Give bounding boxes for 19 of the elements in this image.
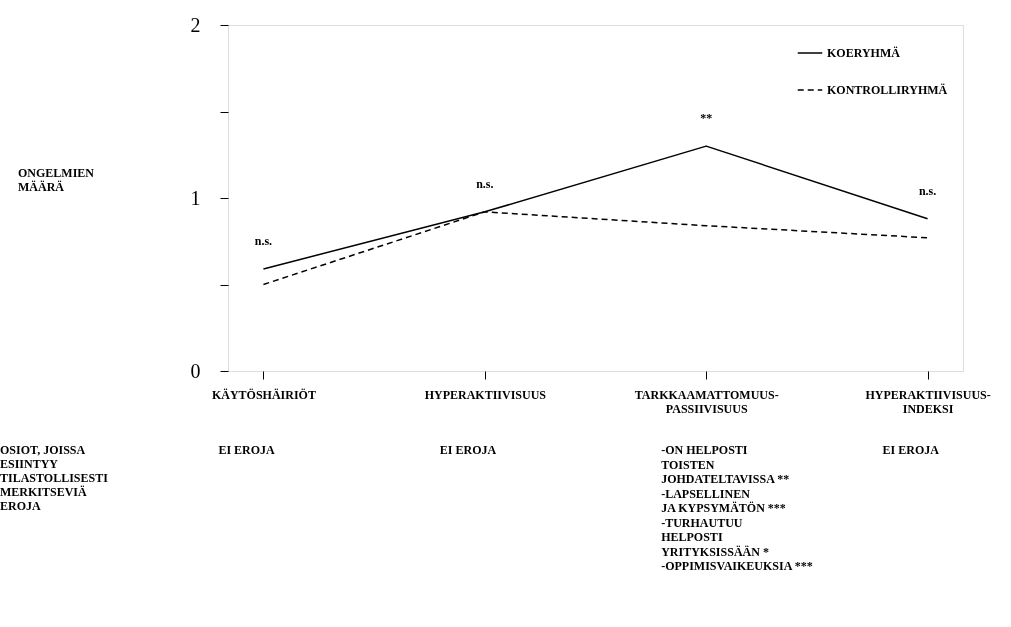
text: EI EROJA (439, 443, 497, 457)
x-tick-label: HYPERAKTIIVISUUS (424, 387, 547, 402)
text: EI EROJA (882, 443, 940, 457)
y-tick-label: 1 (190, 186, 201, 209)
x-tick-label: HYPERAKTIIVISUUS- INDEKSI (865, 387, 991, 416)
annotation: ** (700, 111, 713, 126)
y-tick-label: 2 (190, 13, 201, 36)
x-tick-label: TARKKAAMATTOMUUS- PASSIIVISUUS (634, 387, 779, 416)
legend-label: KONTROLLIRYHMÄ (827, 83, 948, 97)
text: ONGELMIEN MÄÄRÄ (18, 166, 95, 194)
legend-label: KOERYHMÄ (827, 46, 901, 60)
annotation: n.s. (254, 233, 273, 248)
x-tick-label: KÄYTÖSHÄIRIÖT (211, 387, 316, 402)
text: -ON HELPOSTI TOISTEN JOHDATELTAVISSA ** -LAPSELLINEN JA KYPSYMÄTÖN *** -TURHAUTUU HELPOSTI YRITYKSISSÄÄN * -OPPIMISVAIKEUKSIA *** (661, 443, 813, 573)
y-tick-label: 0 (190, 359, 201, 382)
annotation: n.s. (476, 176, 494, 191)
text: EI EROJA (218, 443, 276, 457)
text: OSIOT, JOISSA ESIINTYY TILASTOLLISESTI MERKITSEVIÄ EROJA (0, 443, 109, 513)
annotation: n.s. (918, 183, 937, 198)
